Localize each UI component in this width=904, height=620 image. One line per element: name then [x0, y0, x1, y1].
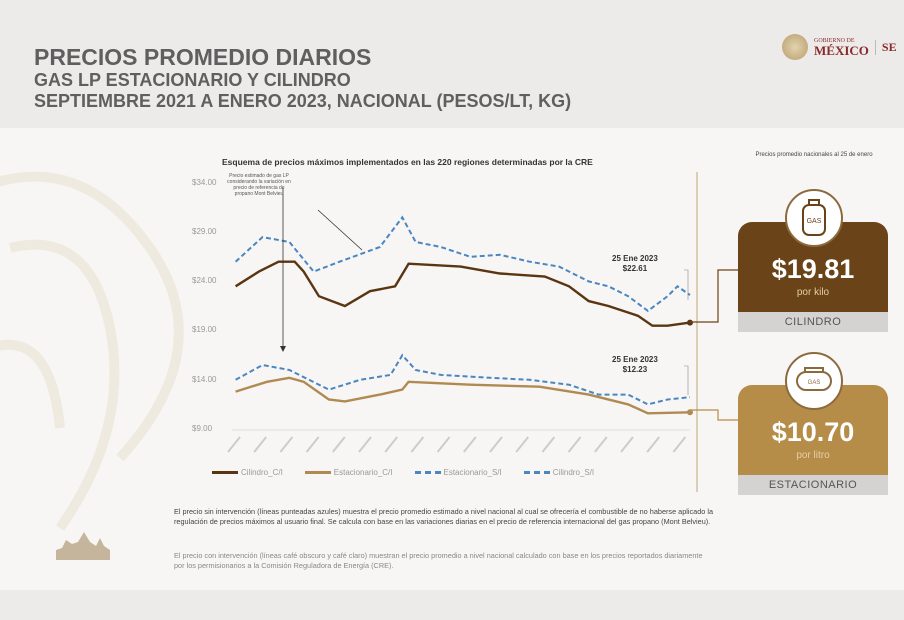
gas-tank-icon: GAS — [785, 352, 843, 410]
content-panel — [0, 128, 904, 590]
x-tick-label — [305, 436, 320, 453]
x-tick-label — [332, 436, 346, 453]
series-line-estacionario-s-i — [235, 353, 691, 406]
note-without-intervention: El precio sin intervención (líneas punte… — [174, 507, 714, 526]
y-tick-label: $19.00 — [192, 325, 217, 334]
x-tick-label — [463, 436, 477, 453]
x-tick-label — [594, 436, 608, 453]
x-tick-label — [541, 436, 556, 453]
x-tick-label — [436, 436, 451, 453]
annotation-pointer — [317, 209, 363, 251]
government-logo: GOBIERNO DE MÉXICO SE — [782, 34, 897, 60]
slide-period: SEPTIEMBRE 2021 A ENERO 2023, NACIONAL (… — [34, 91, 572, 112]
series-line-cilindro-s-i — [234, 215, 691, 313]
chart-legend: Cilindro_C/I Estacionario_C/I Estacionar… — [212, 468, 594, 477]
callout-value: $12.23 — [622, 365, 648, 374]
price-unit: por kilo — [796, 287, 830, 298]
x-tick-label — [567, 436, 582, 453]
x-tick-label — [620, 436, 634, 453]
gas-cylinder-icon: GAS — [785, 189, 843, 247]
y-tick-label: $29.00 — [192, 227, 217, 236]
callout-cilindro: 25 Ene 2023 $22.61 — [612, 254, 658, 274]
slide-subtitle: GAS LP ESTACIONARIO Y CILINDRO — [34, 70, 351, 91]
x-tick-label — [227, 436, 241, 453]
series-line-cilindro-c-i — [234, 260, 691, 327]
x-tick-label — [672, 436, 687, 453]
x-tick-label — [279, 436, 294, 453]
legend-item: Estacionario_S/I — [414, 468, 502, 477]
connector-estacionario — [690, 409, 738, 421]
price-unit: por litro — [796, 450, 830, 461]
callout-bracket-1 — [684, 269, 689, 300]
x-tick-label — [384, 436, 398, 453]
legend-item: Cilindro_C/I — [212, 468, 283, 477]
x-tick-label — [646, 436, 660, 453]
y-tick-label: $24.00 — [192, 276, 217, 285]
end-point-marker — [687, 409, 693, 416]
series-line-estacionario-c-i — [235, 376, 691, 415]
y-tick-label: $9.00 — [192, 424, 213, 433]
card-label: CILINDRO — [738, 312, 888, 332]
x-tick-marks — [227, 436, 687, 453]
watermark-pattern — [0, 171, 184, 531]
chart-title: Esquema de precios máximos implementados… — [222, 157, 593, 167]
svg-text:GAS: GAS — [807, 218, 822, 225]
monument-graphic — [56, 532, 110, 560]
svg-text:GAS: GAS — [808, 380, 821, 386]
note-with-intervention: El precio con intervención (líneas café … — [174, 551, 703, 570]
price-value: $19.81 — [771, 254, 855, 284]
seal-icon — [782, 34, 808, 60]
callout-date: 25 Ene 2023 — [612, 254, 658, 263]
callout-value: $22.61 — [622, 264, 648, 273]
slide-header: PRECIOS PROMEDIO DIARIOS GAS LP ESTACION… — [34, 44, 571, 112]
callout-date: 25 Ene 2023 — [612, 355, 658, 364]
chart-annotation: Precio estimado de gas LP considerando l… — [227, 173, 291, 197]
legend-item: Cilindro_S/I — [523, 468, 594, 477]
series-group — [234, 215, 693, 416]
logo-line1: GOBIERNO DE — [814, 37, 855, 44]
end-point-marker — [687, 319, 693, 326]
x-tick-label — [358, 436, 372, 453]
partner-logo: SE — [874, 39, 897, 55]
summary-title: Precios promedio nacionales al 25 de ene… — [755, 152, 873, 158]
x-tick-label — [410, 436, 425, 453]
y-tick-label: $14.00 — [192, 375, 217, 384]
callout-estacionario: 25 Ene 2023 $12.23 — [612, 355, 658, 375]
card-label: ESTACIONARIO — [738, 475, 888, 495]
slide-title: PRECIOS PROMEDIO DIARIOS — [34, 44, 372, 70]
callout-bracket-2 — [684, 365, 689, 395]
price-value: $10.70 — [771, 417, 855, 447]
x-tick-label — [489, 436, 503, 453]
logo-line2: MÉXICO — [814, 42, 869, 58]
y-tick-label: $34.00 — [192, 178, 217, 187]
arrow-head — [280, 346, 286, 352]
x-tick-label — [253, 436, 267, 453]
x-tick-label — [515, 436, 529, 453]
legend-item: Estacionario_C/I — [304, 468, 393, 477]
connector-cilindro — [690, 269, 738, 323]
